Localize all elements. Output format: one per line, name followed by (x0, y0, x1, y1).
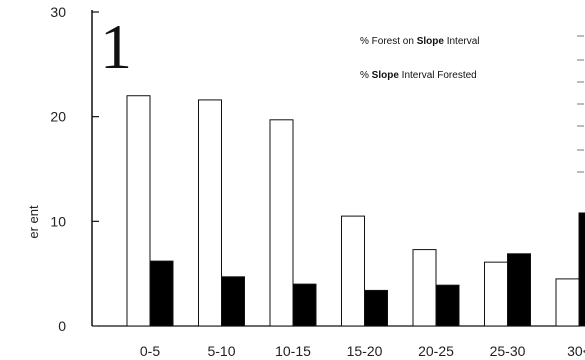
legend-text-part: % (360, 70, 372, 81)
bar-forest-on-slope-30< (555, 278, 580, 327)
bar-forest-on-slope-10-15 (269, 119, 294, 327)
bar-slope-forested-0-5 (149, 260, 174, 327)
labels: 0 10 20 30 0-5 5-10 10-15 15-20 20-25 25-30 30< (50, 4, 585, 359)
panel-label: 1 (100, 11, 132, 82)
bars (126, 95, 585, 327)
bar-slope-forested-15-20 (364, 289, 388, 327)
x-tick-label-15-20: 15-20 (347, 343, 383, 359)
x-tick-label-0-5: 0-5 (140, 343, 160, 359)
bar-forest-on-slope-25-30 (484, 261, 508, 327)
legend: % Forest on Slope Interval % Slope Inter… (360, 36, 480, 81)
x-tick-label-20-25: 20-25 (418, 343, 454, 359)
x-tick-label-10-15: 10-15 (275, 343, 311, 359)
y-tick-label-10: 10 (50, 213, 66, 229)
bar-slope-forested-25-30 (507, 253, 531, 327)
legend-text-part: Slope (417, 36, 445, 47)
bar-slope-forested-10-15 (292, 283, 317, 327)
bar-forest-on-slope-0-5 (126, 95, 151, 327)
legend-text-part: Interval Forested (399, 70, 477, 81)
legend-text-part: % Forest on (360, 36, 417, 47)
legend-entry-forest-on-slope: % Forest on Slope Interval (360, 36, 480, 47)
legend-text-part: Slope (372, 70, 400, 81)
bar-forest-on-slope-20-25 (412, 249, 437, 327)
bar-slope-forested-5-10 (221, 276, 245, 327)
legend-entry-slope-forested: % Slope Interval Forested (360, 70, 477, 81)
x-tick-label-25-30: 25-30 (490, 343, 526, 359)
bar-slope-forested-30< (578, 212, 585, 327)
y-axis-title: er ent (26, 205, 41, 239)
y-tick-label-0: 0 (58, 318, 66, 334)
bar-forest-on-slope-15-20 (341, 215, 365, 327)
y-tick-label-20: 20 (50, 109, 66, 125)
x-tick-label-5-10: 5-10 (207, 343, 235, 359)
bar-forest-on-slope-5-10 (198, 99, 222, 327)
bar-slope-forested-20-25 (435, 284, 460, 327)
x-tick-label-30<: 30< (567, 343, 585, 359)
y-tick-label-30: 30 (50, 4, 66, 20)
legend-text-part: Interval (444, 36, 480, 47)
